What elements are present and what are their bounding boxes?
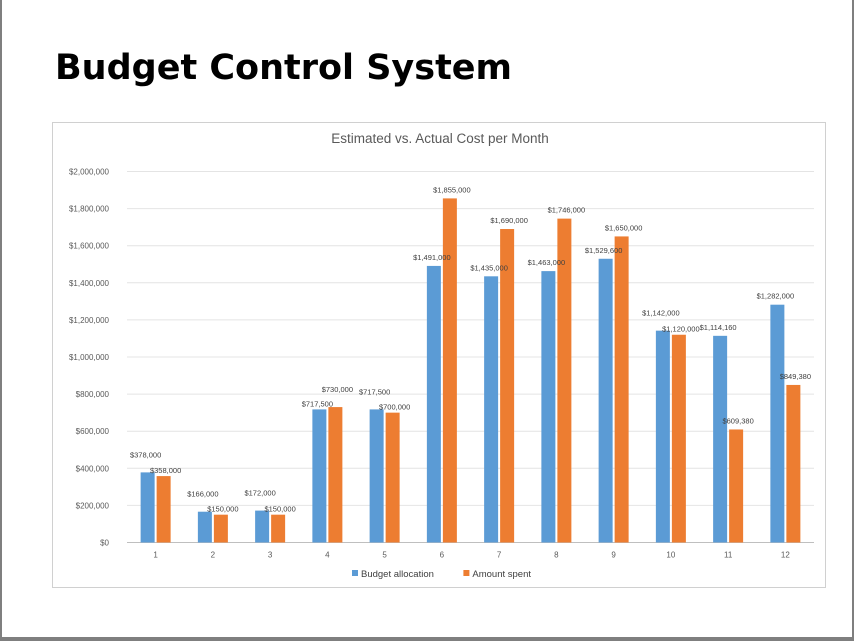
data-label-amount-spent: $150,000 <box>264 505 295 514</box>
bar-chart: Estimated vs. Actual Cost per Month $0 $2… <box>69 131 814 580</box>
bar-budget-allocation <box>598 258 613 543</box>
x-tick-label: 12 <box>781 551 790 560</box>
slide-border-right <box>852 0 854 641</box>
y-tick-label: $1,200,000 <box>69 316 110 325</box>
bar-amount-spent <box>271 514 286 543</box>
data-label-amount-spent: $609,380 <box>722 416 753 425</box>
data-label-amount-spent: $849,380 <box>780 372 811 381</box>
bar-amount-spent <box>729 429 744 543</box>
y-tick-label: $1,600,000 <box>69 242 110 251</box>
data-label-budget-allocation: $1,529,600 <box>585 246 623 255</box>
x-tick-label: 4 <box>325 551 330 560</box>
legend-label-budget-allocation: Budget allocation <box>361 569 434 580</box>
y-tick-label: $1,400,000 <box>69 279 110 288</box>
bar-budget-allocation <box>312 409 327 543</box>
data-label-amount-spent: $1,690,000 <box>490 216 528 225</box>
y-tick-label: $1,800,000 <box>69 205 110 214</box>
legend-swatch-amount-spent <box>463 570 470 576</box>
x-tick-label: 7 <box>497 551 502 560</box>
x-tick-label: 2 <box>211 551 216 560</box>
x-tick-label: 9 <box>611 551 616 560</box>
legend-label-amount-spent: Amount spent <box>472 569 531 580</box>
y-tick-label: $400,000 <box>76 464 110 473</box>
y-tick-label: $1,000,000 <box>69 353 110 362</box>
slide-border-bottom <box>0 637 854 641</box>
x-tick-label: 1 <box>153 551 158 560</box>
x-tick-label: 5 <box>382 551 387 560</box>
chart-legend[interactable]: Budget allocation Amount spent <box>352 569 531 580</box>
bar-amount-spent <box>786 384 801 543</box>
data-label-amount-spent: $730,000 <box>322 385 353 394</box>
data-label-amount-spent: $358,000 <box>150 466 181 475</box>
x-tick-label: 11 <box>724 551 733 560</box>
slide-border-left <box>0 0 2 641</box>
bar-budget-allocation <box>713 335 728 543</box>
data-label-budget-allocation: $717,500 <box>359 387 390 396</box>
bar-budget-allocation <box>197 511 212 543</box>
bar-amount-spent <box>213 514 228 543</box>
y-tick-label: $800,000 <box>76 390 110 399</box>
data-label-budget-allocation: $717,500 <box>302 399 333 408</box>
y-tick-label: $2,000,000 <box>69 168 110 177</box>
bar-amount-spent <box>500 229 515 543</box>
bar-budget-allocation <box>140 472 155 543</box>
data-label-amount-spent: $1,120,000 <box>662 325 700 334</box>
data-label-budget-allocation: $1,491,000 <box>413 253 451 262</box>
data-label-budget-allocation: $1,463,000 <box>528 258 566 267</box>
bar-amount-spent <box>557 218 572 543</box>
data-label-amount-spent: $700,000 <box>379 403 410 412</box>
x-tick-label: 3 <box>268 551 273 560</box>
bar-amount-spent <box>442 198 457 543</box>
legend-swatch-budget-allocation <box>352 570 358 576</box>
bar-amount-spent <box>385 412 400 543</box>
bar-budget-allocation <box>655 330 670 543</box>
bar-budget-allocation <box>426 265 441 543</box>
data-label-amount-spent: $1,746,000 <box>548 206 586 215</box>
x-tick-label: 8 <box>554 551 559 560</box>
x-tick-label: 6 <box>440 551 445 560</box>
data-label-budget-allocation: $1,142,000 <box>642 309 680 318</box>
bar-amount-spent <box>614 236 629 543</box>
chart-gridlines <box>127 171 814 543</box>
bar-budget-allocation <box>255 510 270 543</box>
bar-budget-allocation <box>369 409 384 543</box>
x-tick-label: 10 <box>666 551 675 560</box>
bar-amount-spent <box>328 407 343 543</box>
bar-amount-spent <box>671 334 686 543</box>
data-label-amount-spent: $150,000 <box>207 505 238 514</box>
chart-container[interactable]: Estimated vs. Actual Cost per Month $0 $2… <box>52 122 826 588</box>
y-tick-label: $0 <box>100 539 109 548</box>
x-axis: 1 2 3 4 5 6 7 8 9 10 11 12 <box>153 551 790 560</box>
data-label-budget-allocation: $378,000 <box>130 450 161 459</box>
data-label-amount-spent: $1,855,000 <box>433 185 471 194</box>
bar-budget-allocation <box>541 271 556 543</box>
data-label-budget-allocation: $1,114,160 <box>700 323 737 332</box>
y-tick-label: $200,000 <box>76 501 110 510</box>
chart-title: Estimated vs. Actual Cost per Month <box>331 131 549 146</box>
slide-title: Budget Control System <box>55 48 513 88</box>
data-label-amount-spent: $1,650,000 <box>605 223 643 232</box>
chart-bars <box>140 198 801 543</box>
data-label-budget-allocation: $1,435,000 <box>470 263 508 272</box>
bar-budget-allocation <box>484 276 499 543</box>
bar-budget-allocation <box>770 304 785 543</box>
bar-amount-spent <box>156 476 171 543</box>
y-tick-label: $600,000 <box>76 427 110 436</box>
chart-data-labels: $378,000 $358,000 $166,000 $150,000 $172,000… <box>130 185 811 513</box>
data-label-budget-allocation: $172,000 <box>244 489 275 498</box>
y-axis: $0 $200,000 $400,000 $600,000 $800,000 $1,000… <box>69 168 110 548</box>
data-label-budget-allocation: $1,282,000 <box>757 292 795 301</box>
data-label-budget-allocation: $166,000 <box>187 490 218 499</box>
